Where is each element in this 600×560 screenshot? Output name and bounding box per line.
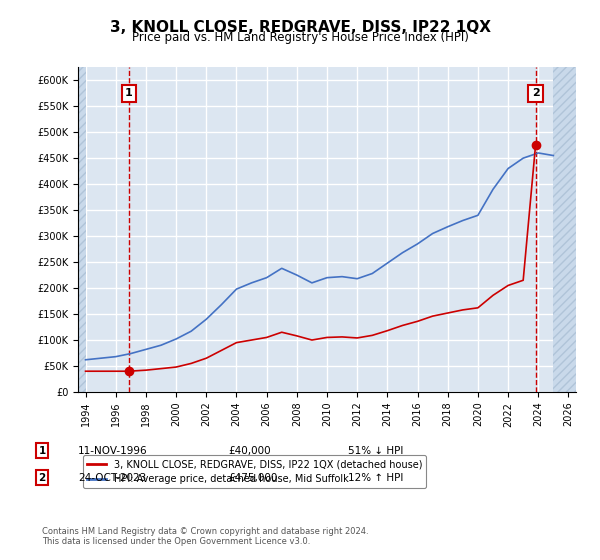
Bar <box>553 67 576 392</box>
Text: 1: 1 <box>125 88 133 98</box>
Text: £475,000: £475,000 <box>228 473 277 483</box>
Text: 1: 1 <box>38 446 46 456</box>
Legend: 3, KNOLL CLOSE, REDGRAVE, DISS, IP22 1QX (detached house), HPI: Average price, d: 3, KNOLL CLOSE, REDGRAVE, DISS, IP22 1QX… <box>83 455 427 488</box>
Text: Contains HM Land Registry data © Crown copyright and database right 2024.
This d: Contains HM Land Registry data © Crown c… <box>42 526 368 546</box>
Text: £40,000: £40,000 <box>228 446 271 456</box>
Text: Price paid vs. HM Land Registry's House Price Index (HPI): Price paid vs. HM Land Registry's House … <box>131 31 469 44</box>
Text: 2: 2 <box>532 88 539 98</box>
Text: 12% ↑ HPI: 12% ↑ HPI <box>348 473 403 483</box>
Bar <box>78 67 86 392</box>
Text: 11-NOV-1996: 11-NOV-1996 <box>78 446 148 456</box>
Text: 3, KNOLL CLOSE, REDGRAVE, DISS, IP22 1QX: 3, KNOLL CLOSE, REDGRAVE, DISS, IP22 1QX <box>110 20 491 35</box>
Text: 51% ↓ HPI: 51% ↓ HPI <box>348 446 403 456</box>
Text: 24-OCT-2023: 24-OCT-2023 <box>78 473 146 483</box>
Text: 2: 2 <box>38 473 46 483</box>
